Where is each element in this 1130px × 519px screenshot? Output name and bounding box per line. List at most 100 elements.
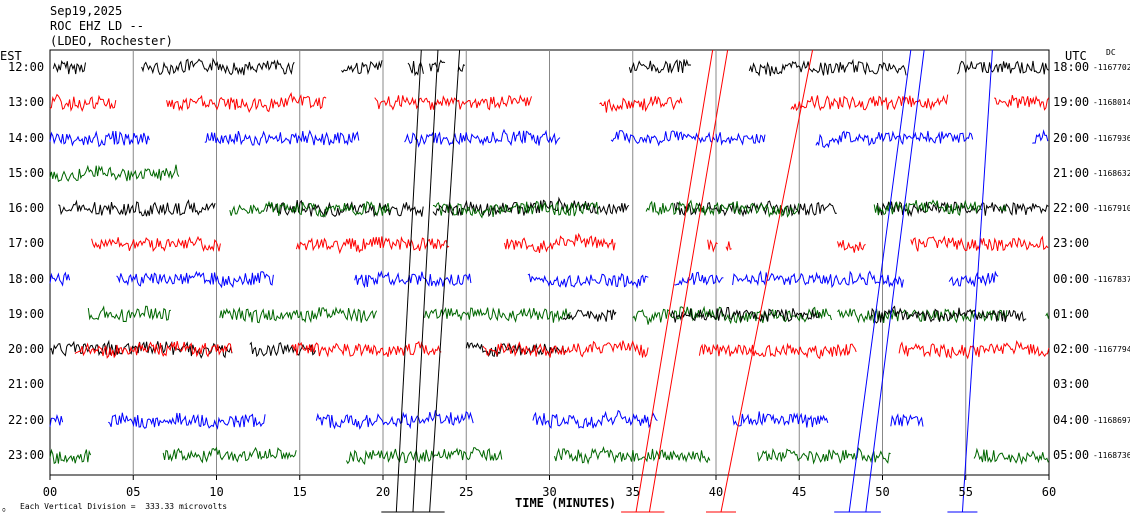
est-time-label: 17:00 [8,236,45,251]
trace-segment [108,412,266,430]
est-time-label: 12:00 [8,60,45,74]
trace-segment [229,200,392,218]
trace-segment [52,60,86,75]
trace-segment [890,413,924,427]
trace-segment [354,270,472,289]
trace-segment [532,409,658,429]
trace-segment [674,271,724,286]
est-time-label: 15:00 [8,165,45,180]
trace-segment [141,57,295,76]
trace-segment [837,239,866,253]
trace-segment [49,130,150,148]
trace-segment [956,60,1049,75]
dc-offset-label: -1168632 [1093,168,1130,178]
trace-segment [219,306,378,324]
dc-offset-label: -1167702 [1093,63,1130,72]
trace-segment [162,446,297,464]
trace-segment [848,343,857,354]
trace-segment [87,305,172,323]
footer-marker: ᭐ [2,505,6,514]
trace-segment [815,130,974,149]
trace-segment [645,199,800,218]
est-time-label: 22:00 [8,412,45,427]
utc-time-label: 19:00 [1053,95,1090,110]
x-tick-label: 30 [542,485,556,499]
trace-segment [725,241,732,252]
trace-segment [1032,129,1049,144]
x-tick-label: 50 [875,485,889,499]
x-tick-label: 60 [1042,485,1056,499]
station-code: ROC EHZ LD -- [50,19,144,33]
x-tick-label: 45 [792,485,806,499]
trace-segment [527,273,649,289]
trace-segment [249,341,317,358]
trace-segment [345,447,503,466]
trace-slant [635,49,714,513]
dc-offset-label: -1168736 [1093,450,1130,460]
x-axis-title: TIME (MINUTES) [515,496,617,510]
est-time-label: 13:00 [8,95,45,110]
trace-segment [424,307,571,324]
trace-segment [948,270,999,287]
dc-offset-label: -1167794 [1093,345,1130,354]
dc-offset-label: -1168014 [1093,98,1130,108]
trace-segment [628,59,692,74]
est-time-label: 21:00 [8,377,45,392]
est-time-label: 19:00 [8,306,45,321]
trace-segment [715,132,766,146]
trace-segment [266,199,424,219]
trace-segment [404,128,561,148]
dc-offset-label: -1168697 [1093,415,1130,425]
est-time-label: 20:00 [8,342,45,356]
trace-segment [49,164,180,183]
trace-segment [732,411,829,428]
trace-slant [865,49,925,513]
utc-time-label: 18:00 [1053,60,1090,74]
station-network: (LDEO, Rochester) [50,34,173,48]
trace-segment [291,340,442,358]
trace-segment [757,447,891,465]
trace-segment [973,447,1049,466]
x-tick-label: 40 [709,485,723,499]
x-tick-label: 55 [959,485,973,499]
est-time-label: 14:00 [8,130,45,145]
trace-segment [877,201,1049,218]
trace-segment [49,271,71,287]
x-tick-label: 20 [376,485,390,499]
trace-segment [998,203,1007,212]
trace-segment [295,235,450,255]
x-axis-ticks: 00 05 10 15 20 25 30 35 40 45 50 55 60 [43,475,1056,499]
trace-segment [315,410,474,430]
trace-segment [1045,312,1049,319]
trace-segment [49,448,92,465]
utc-time-label: 23:00 [1053,236,1090,251]
trace-segment [993,94,1050,111]
trace-segment [732,270,904,289]
trace-slant [412,49,439,513]
est-time-label: 16:00 [8,201,45,215]
trace-segment [599,96,683,113]
dc-offset-label: -1167837 [1093,274,1130,284]
trace-segment [49,413,64,427]
utc-time-label: 02:00 [1053,342,1090,356]
trace-segment [482,340,649,358]
trace-segment [91,235,221,253]
x-tick-label: 35 [626,485,640,499]
utc-label: UTC [1065,49,1087,63]
est-time-label: 18:00 [8,271,45,286]
dc-offset-label: -1167910 [1093,204,1130,213]
scale-note: Each Vertical Division = 333.33 microvol… [20,502,228,511]
trace-segment [457,64,466,72]
chart-date: Sep19,2025 [50,4,123,18]
x-tick-label: 15 [293,485,307,499]
trace-segment [49,93,117,113]
seismic-traces [49,49,1050,513]
utc-time-label: 21:00 [1053,165,1090,180]
trace-segment [748,58,907,77]
utc-time-label: 05:00 [1053,447,1090,462]
utc-time-label: 20:00 [1053,130,1090,145]
trace-segment [407,61,424,77]
trace-segment [873,199,983,216]
trace-segment [723,307,820,323]
